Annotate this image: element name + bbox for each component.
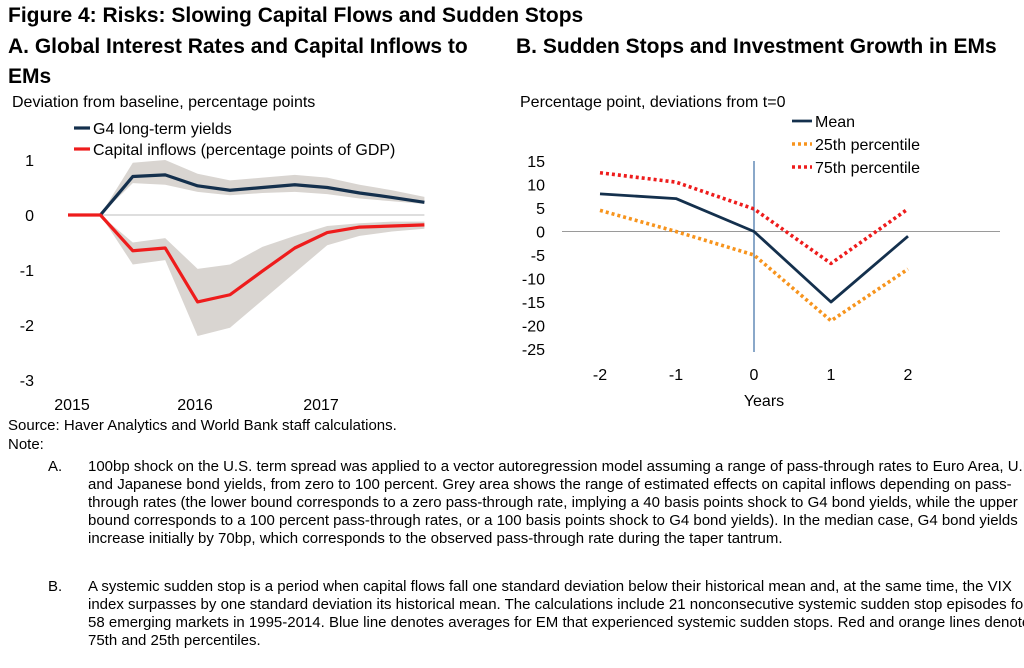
x-tick-label: 2016 [177,397,213,414]
panel-a-title: A. Global Interest Rates and Capital Inf… [8,35,468,88]
note-a-text: 100bp shock on the U.S. term spread was … [88,458,1024,547]
y-tick-label: -20 [522,319,545,336]
legend-label: 25th percentile [815,137,920,154]
y-tick-label: -25 [522,342,545,359]
x-tick-label: 1 [827,367,836,384]
y-tick-label: -10 [522,272,545,289]
legend-label: G4 long-term yields [93,121,232,138]
y-tick-label: 5 [536,201,545,218]
series-line-2 [599,170,910,266]
note-a-letter: A. [48,458,63,475]
y-tick-label: -1 [20,263,34,280]
legend-label: Mean [815,114,855,131]
panel-b-unit-label: Percentage point, deviations from t=0 [520,94,786,111]
y-tick-label: 0 [25,208,34,225]
y-tick-label: -3 [20,373,34,390]
series-line-0 [599,192,909,304]
x-tick-label: -2 [593,367,607,384]
series-line-0 [99,173,425,217]
y-tick-label: -2 [20,318,34,335]
note-label: Note: [8,436,44,453]
band-1 [68,215,425,336]
x-tick-label: 2017 [303,397,339,414]
series-line-1 [68,213,425,304]
x-tick-label: 2 [904,367,913,384]
source-note: Source: Haver Analytics and World Bank s… [8,417,397,434]
x-tick-label: 2015 [54,397,90,414]
note-b-text: A systemic sudden stop is a period when … [88,578,1024,649]
panel-b-title: B. Sudden Stops and Investment Growth in… [516,35,997,58]
x-axis-title: Years [744,393,784,410]
legend-label: Capital inflows (percentage points of GD… [93,142,395,159]
y-tick-label: 15 [527,154,545,171]
y-tick-label: 10 [527,178,545,195]
panel-a-chart: 1 0 -1 -2 -3 2015 2016 2017 G4 long-term yields C… [20,121,425,414]
figure-title: Figure 4: Risks: Slowing Capital Flows a… [8,4,584,27]
note-b: B. A systemic sudden stop is a period wh… [48,578,1024,668]
x-tick-label: 0 [750,367,759,384]
y-tick-label: -5 [531,248,545,265]
legend-label: 75th percentile [815,160,920,177]
x-tick-label: -1 [669,367,683,384]
y-tick-label: 1 [25,153,34,170]
note-b-letter: B. [48,578,63,595]
y-tick-label: -15 [522,295,545,312]
y-tick-label: 0 [536,225,545,242]
panel-a-unit-label: Deviation from baseline, percentage poin… [12,94,316,111]
note-a: A. 100bp shock on the U.S. term spread w… [48,458,1024,570]
